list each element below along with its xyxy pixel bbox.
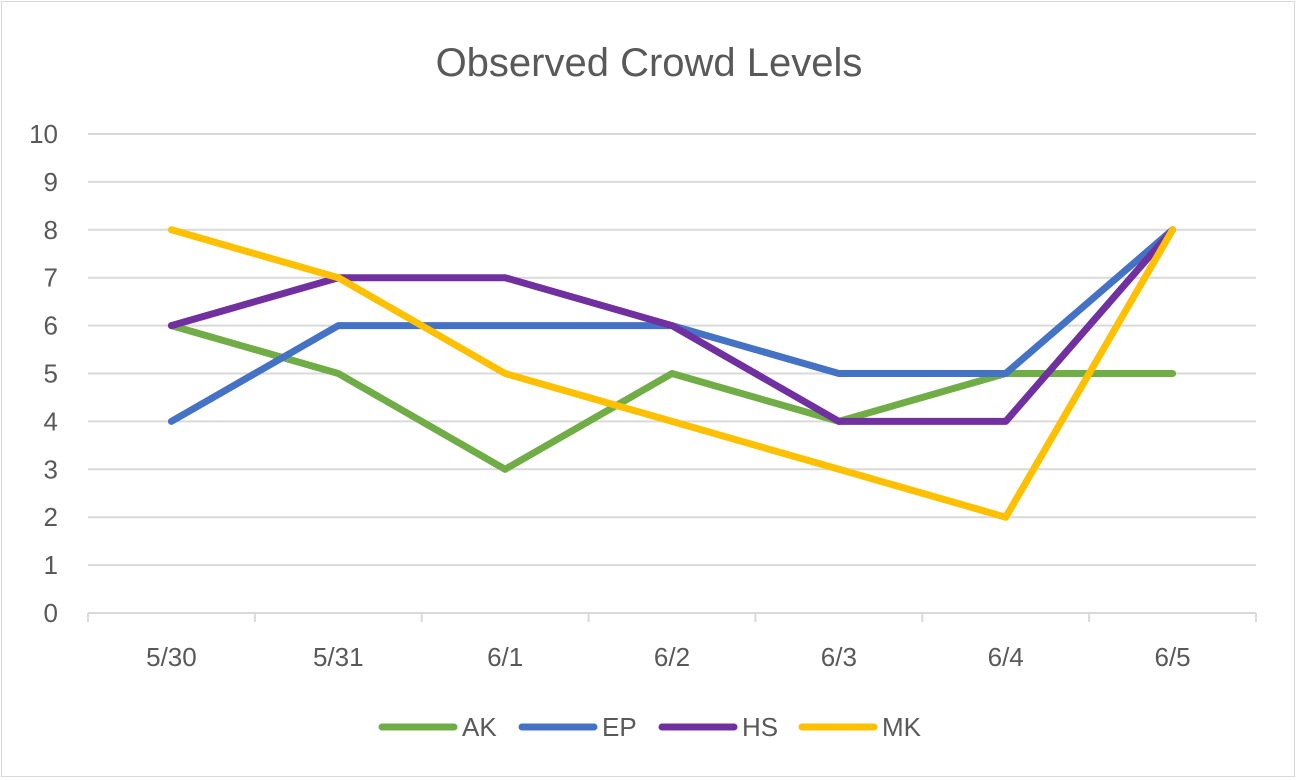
y-tick-label: 0 [44, 598, 58, 628]
x-tick-label: 6/1 [487, 642, 523, 672]
y-tick-label: 9 [44, 167, 58, 197]
chart-title: Observed Crowd Levels [436, 41, 863, 85]
y-tick-label: 2 [44, 502, 58, 532]
y-tick-labels: 0 1 2 3 4 5 6 7 8 9 10 [29, 119, 58, 628]
x-axis [87, 612, 1257, 622]
y-tick-label: 10 [29, 119, 58, 149]
x-tick-label: 6/4 [988, 642, 1024, 672]
legend-label-ep: EP [602, 712, 637, 742]
legend-label-hs: HS [742, 712, 778, 742]
x-tick-label: 5/31 [313, 642, 364, 672]
x-tick-label: 6/3 [821, 642, 857, 672]
series-line-mk [167, 226, 1177, 521]
x-tick-label: 6/5 [1154, 642, 1190, 672]
series-lines [167, 226, 1177, 521]
y-tick-label: 5 [44, 359, 58, 389]
y-tick-label: 8 [44, 215, 58, 245]
x-tick-labels: 5/30 5/31 6/1 6/2 6/3 6/4 6/5 [146, 642, 1191, 672]
legend-label-mk: MK [882, 712, 922, 742]
y-tick-label: 4 [44, 406, 58, 436]
y-tick-label: 6 [44, 311, 58, 341]
y-tick-label: 7 [44, 263, 58, 293]
y-tick-label: 3 [44, 454, 58, 484]
legend-label-ak: AK [462, 712, 497, 742]
y-tick-label: 1 [44, 550, 58, 580]
x-tick-label: 6/2 [654, 642, 690, 672]
x-tick-label: 5/30 [146, 642, 197, 672]
legend: AK EP HS MK [378, 712, 922, 742]
